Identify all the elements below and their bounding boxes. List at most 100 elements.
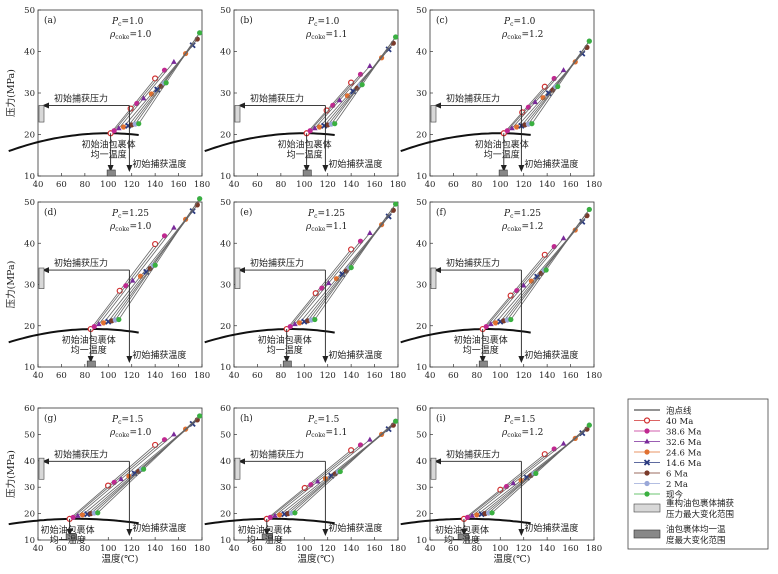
x-tick-label: 100 <box>296 180 312 190</box>
legend-marker <box>644 449 650 455</box>
isochore-start-marker <box>508 316 514 323</box>
homog-temp-label-2: 均一温度 <box>444 534 480 546</box>
y-tick-label: 40 <box>416 48 427 58</box>
x-tick-label: 40 <box>229 180 240 190</box>
y-tick-label: 30 <box>220 281 231 291</box>
isochore-1 <box>270 444 361 518</box>
y-tick-label: 30 <box>24 89 35 99</box>
panel-letter: (f) <box>436 207 446 218</box>
legend-marker <box>644 428 650 434</box>
x-tick-label: 40 <box>229 544 240 554</box>
y-tick-label: 10 <box>416 172 427 182</box>
trap-pressure-arrow <box>42 102 49 109</box>
homog-temp-label-1: 初始油包裹体 <box>435 524 489 536</box>
y-tick-label: 20 <box>220 131 231 141</box>
isochore-mid-marker <box>339 271 346 278</box>
panel-h: 40 60 80 100 120 140 160 180 10 20 30 40 50 60 (h) Pc=1… <box>204 404 406 565</box>
x-tick-label: 100 <box>492 371 508 381</box>
pressure-range-box <box>234 457 241 480</box>
trap-pressure-arrow <box>434 267 441 274</box>
isochore-end-marker <box>367 436 373 442</box>
isochore-2 <box>98 227 175 325</box>
trap-pressure-arrow <box>434 102 441 109</box>
trap-temp-label: 初始捕获温度 <box>524 158 578 170</box>
trap-pressure-arrow <box>42 267 49 274</box>
x-tick-label: 140 <box>539 371 555 381</box>
x-tick-label: 160 <box>366 180 382 190</box>
isochore-6 <box>134 32 200 125</box>
homog-temp-arrow <box>107 165 114 172</box>
bubble-point-curve <box>204 328 335 344</box>
x-tick-label: 160 <box>562 180 578 190</box>
isochore-mid-marker <box>123 283 129 289</box>
y-tick-label: 20 <box>220 510 231 520</box>
rho-label: ρcoke=1.1 <box>305 30 347 41</box>
trap-temp-arrow <box>126 356 133 363</box>
panel-c: 40 60 80 100 120 140 160 180 10 20 30 40 50 (c) Pc=1.0… <box>400 6 602 190</box>
pc-label: Pc=1.5 <box>503 415 536 426</box>
isochore-mid-marker <box>533 470 539 476</box>
pc-label: Pc=1.25 <box>503 209 541 220</box>
isochore-start-marker <box>292 321 298 327</box>
isochore-start-marker <box>504 128 510 134</box>
legend-item-label: 32.6 Ma <box>666 438 701 448</box>
x-tick-label: 100 <box>100 180 116 190</box>
x-tick-label: 180 <box>390 371 406 381</box>
isochore-mid-marker <box>545 90 552 97</box>
x-tick-label: 40 <box>425 180 436 190</box>
isochore-mid-marker <box>555 83 561 90</box>
trap-pressure-arrow <box>238 102 245 109</box>
x-tick-label: 140 <box>147 180 163 190</box>
isochore-start-marker <box>101 320 107 326</box>
trap-temp-arrow <box>126 529 133 536</box>
isochore-2 <box>118 61 175 129</box>
isochore-0 <box>482 254 546 330</box>
temperature-range-box <box>106 169 116 177</box>
rho-label: ρcoke=1.1 <box>305 222 347 233</box>
homog-temp-label-1: 初始油包裹体 <box>475 138 529 150</box>
legend-dark-label-1: 油包裹体均一温 <box>666 524 726 535</box>
isochore-mid-marker <box>348 264 354 271</box>
isochore-start-marker <box>111 128 117 134</box>
y-tick-label: 30 <box>24 483 35 493</box>
isochore-mid-marker <box>111 479 117 485</box>
x-tick-label: 160 <box>562 544 578 554</box>
homog-temp-arrow <box>303 165 310 172</box>
trap-temp-arrow <box>322 529 329 536</box>
pc-label: Pc=1.5 <box>111 415 144 426</box>
x-tick-label: 160 <box>170 371 186 381</box>
isochore-end-marker <box>560 440 567 446</box>
trap-pressure-label: 初始捕获压力 <box>54 257 108 269</box>
isochore-mid-marker <box>532 99 538 105</box>
x-tick-label: 140 <box>147 544 163 554</box>
isochore-6 <box>528 40 590 125</box>
isochore-start-marker <box>483 323 489 330</box>
y-tick-label: 40 <box>220 48 231 58</box>
x-tick-label: 160 <box>366 544 382 554</box>
isochore-mid-marker <box>319 285 325 291</box>
trap-temp-arrow <box>518 165 525 172</box>
trap-temp-arrow <box>322 165 329 172</box>
panel-letter: (c) <box>436 15 448 26</box>
trap-pressure-label: 初始捕获压力 <box>446 257 500 269</box>
x-tick-label: 40 <box>425 544 436 554</box>
isochore-end-marker <box>367 63 373 69</box>
x-axis-label: 温度(℃) <box>101 553 138 565</box>
x-tick-label: 40 <box>33 180 44 190</box>
isochore-mid-marker <box>152 262 158 268</box>
x-tick-label: 60 <box>252 371 263 381</box>
isochore-end-marker <box>197 196 203 202</box>
trap-pressure-arrow <box>434 458 441 465</box>
y-tick-label: 30 <box>24 281 35 291</box>
x-tick-label: 180 <box>194 544 210 554</box>
y-tick-label: 20 <box>416 510 427 520</box>
isochore-mid-marker <box>336 97 343 103</box>
isochore-end-marker <box>393 34 399 40</box>
isochore-start-marker <box>464 514 471 520</box>
isochore-7 <box>491 424 590 514</box>
isochore-2 <box>490 238 564 325</box>
isochore-end-marker <box>560 235 567 241</box>
isochore-mid-marker <box>534 273 541 280</box>
isochore-1 <box>467 448 555 518</box>
